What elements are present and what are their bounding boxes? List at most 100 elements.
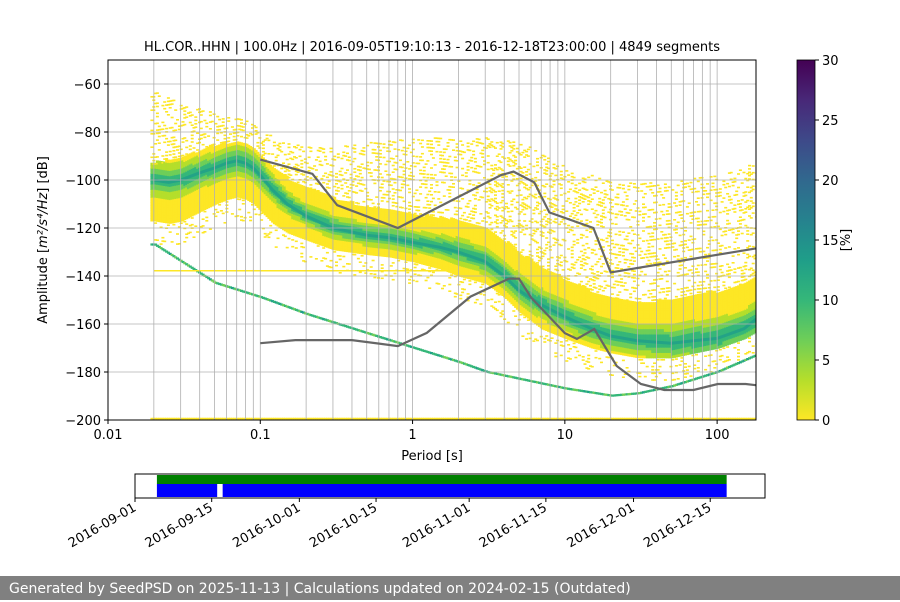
density-sparse	[244, 123, 247, 125]
density-sparse	[218, 204, 221, 206]
density-sparse	[447, 162, 450, 164]
density-sparse	[439, 202, 442, 204]
density-sparse	[457, 284, 460, 286]
density-sparse	[174, 140, 177, 142]
density-sparse	[189, 232, 192, 234]
density-sparse	[214, 123, 217, 125]
density-sparse	[189, 112, 192, 114]
density-sparse	[454, 296, 457, 298]
density-sparse	[372, 203, 375, 205]
density-sparse	[150, 130, 153, 132]
density-sparse	[401, 150, 404, 152]
density-sparse	[392, 198, 395, 200]
density-sparse	[430, 201, 433, 203]
density-sparse	[258, 147, 261, 149]
density-sparse	[423, 170, 426, 172]
density-sparse	[434, 191, 437, 193]
density-sparse	[180, 149, 183, 151]
density-sparse	[426, 143, 429, 145]
density-sparse	[430, 140, 433, 142]
density-sparse	[379, 190, 382, 192]
density-sparse	[264, 153, 267, 155]
density-sparse	[392, 205, 395, 207]
density-sparse	[324, 156, 327, 158]
density-sparse	[256, 145, 259, 147]
density-sparse	[255, 130, 258, 132]
density-sparse	[405, 261, 408, 263]
density-sparse	[341, 185, 344, 187]
density-sparse	[406, 161, 409, 163]
density-sparse	[381, 183, 384, 185]
density-sparse	[443, 182, 446, 184]
psd-chart: HL.COR..HHN | 100.0Hz | 2016-09-05T19:10…	[0, 0, 900, 576]
density-sparse	[165, 138, 168, 140]
density-sparse	[309, 177, 312, 179]
density-sparse	[163, 101, 166, 103]
density-sparse	[161, 122, 164, 124]
density-sparse	[167, 97, 170, 99]
density-sparse	[353, 274, 356, 276]
density-sparse	[322, 148, 325, 150]
density-sparse	[156, 102, 159, 104]
density-sparse	[247, 135, 250, 137]
density-sparse	[297, 182, 300, 184]
density-sparse	[370, 162, 373, 164]
density-sparse	[205, 126, 208, 128]
density-sparse	[216, 139, 219, 141]
density-sparse	[426, 194, 429, 196]
density-sparse	[185, 116, 188, 118]
density-sparse	[426, 177, 429, 179]
density-sparse	[165, 128, 168, 130]
density-sparse	[403, 201, 406, 203]
density-sparse	[225, 201, 228, 203]
density-sparse	[194, 116, 197, 118]
density-sparse	[275, 157, 278, 159]
density-sparse	[249, 216, 252, 218]
density-sparse	[220, 210, 223, 212]
density-sparse	[437, 198, 440, 200]
density-sparse	[277, 148, 280, 150]
density-sparse	[189, 149, 192, 151]
density-sparse	[240, 136, 243, 138]
density-sparse	[231, 126, 234, 128]
density-sparse	[289, 174, 292, 176]
density-sparse	[333, 186, 336, 188]
density-sparse	[448, 277, 451, 279]
density-sparse	[205, 220, 208, 222]
density-sparse	[150, 120, 153, 122]
density-sparse	[176, 233, 179, 235]
density-sparse	[337, 153, 340, 155]
density-sparse	[150, 146, 153, 148]
density-sparse	[388, 198, 391, 200]
density-sparse	[346, 186, 349, 188]
density-sparse	[189, 122, 192, 124]
density-sparse	[267, 237, 270, 239]
density-sparse	[278, 146, 281, 148]
density-sparse	[461, 188, 464, 190]
density-sparse	[231, 213, 234, 215]
density-sparse	[373, 183, 376, 185]
density-sparse	[425, 197, 428, 199]
density-sparse	[419, 143, 422, 145]
density-sparse	[384, 164, 387, 166]
density-sparse	[436, 151, 439, 153]
density-sparse	[183, 124, 186, 126]
density-sparse	[461, 175, 464, 177]
density-sparse	[459, 208, 462, 210]
density-sparse	[383, 180, 386, 182]
density-sparse	[158, 149, 161, 151]
density-sparse	[408, 192, 411, 194]
density-sparse	[359, 173, 362, 175]
density-sparse	[191, 141, 194, 143]
density-sparse	[445, 165, 448, 167]
density-sparse	[362, 154, 365, 156]
density-sparse	[362, 184, 365, 186]
density-sparse	[333, 156, 336, 158]
density-sparse	[415, 264, 418, 266]
density-sparse	[269, 225, 272, 227]
density-sparse	[430, 154, 433, 156]
density-sparse	[465, 172, 468, 174]
density-sparse	[381, 187, 384, 189]
density-sparse	[353, 178, 356, 180]
density-sparse	[348, 263, 351, 265]
